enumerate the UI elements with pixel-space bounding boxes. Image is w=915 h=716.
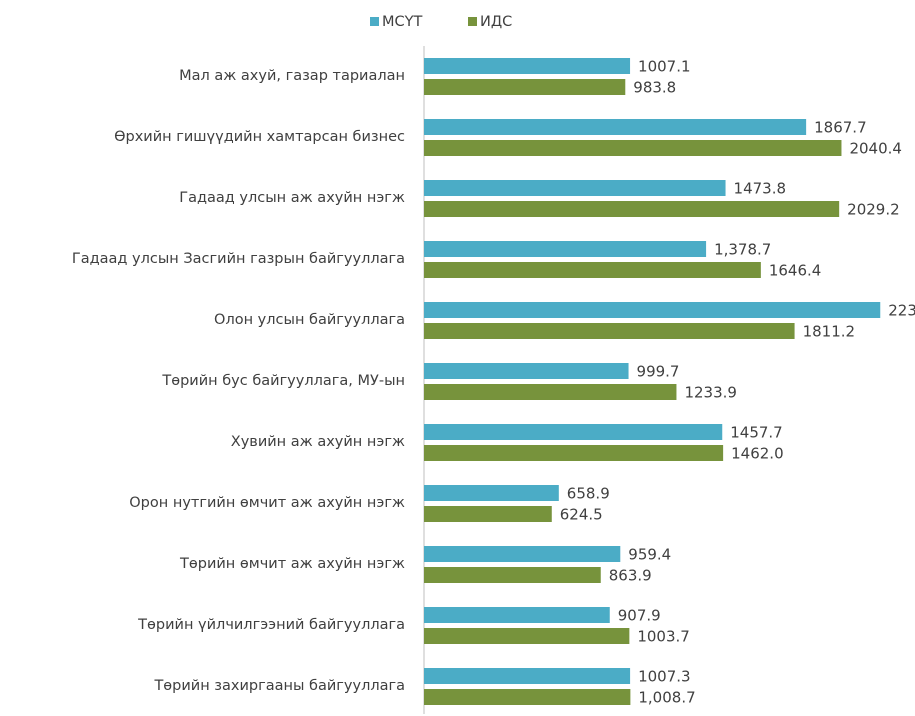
bar — [424, 180, 726, 196]
value-label: 1007.1 — [638, 58, 691, 76]
bar — [424, 241, 707, 257]
bar — [424, 689, 631, 705]
legend-label: ИДС — [480, 14, 512, 30]
bar — [424, 58, 631, 74]
value-label: 2040.4 — [849, 140, 902, 158]
bar — [424, 628, 630, 644]
value-label: 1473.8 — [734, 180, 787, 198]
bar — [424, 79, 626, 95]
bar — [424, 445, 724, 461]
value-label: 1,378.7 — [714, 241, 771, 259]
bar — [424, 424, 723, 440]
bar — [424, 607, 610, 623]
legend-label: МСҮТ — [382, 14, 422, 30]
value-label: 959.4 — [628, 546, 671, 564]
category-label: Гадаад улсын Засгийн газрын байгууллага — [72, 251, 405, 267]
value-label: 1,008.7 — [638, 689, 695, 707]
category-label: Төрийн бус байгууллага, МУ-ын — [161, 373, 405, 389]
bar — [424, 323, 795, 339]
value-label: 658.9 — [567, 485, 610, 503]
legend-swatch — [468, 17, 477, 26]
category-label: Төрийн өмчит аж ахуйн нэгж — [179, 556, 405, 572]
value-label: 1462.0 — [731, 445, 784, 463]
value-label: 1646.4 — [769, 262, 822, 280]
bar — [424, 262, 761, 278]
value-label: 1233.9 — [684, 384, 737, 402]
value-label: 1811.2 — [803, 323, 856, 341]
legend-swatch — [370, 17, 379, 26]
value-label: 1003.7 — [637, 628, 690, 646]
bar — [424, 485, 559, 501]
value-label: 2029.2 — [847, 201, 900, 219]
bar — [424, 363, 629, 379]
bar — [424, 384, 677, 400]
bar — [424, 201, 840, 217]
value-label: 2230 — [888, 302, 915, 320]
value-label: 907.9 — [618, 607, 661, 625]
category-label: Орон нутгийн өмчит аж ахуйн нэгж — [129, 495, 405, 511]
bar — [424, 567, 601, 583]
value-label: 1007.3 — [638, 668, 691, 686]
category-label: Гадаад улсын аж ахуйн нэгж — [179, 190, 405, 206]
value-label: 1867.7 — [814, 119, 867, 137]
category-label: Төрийн захиргааны байгууллага — [153, 678, 405, 694]
bar — [424, 302, 881, 318]
category-label: Олон улсын байгууллага — [214, 312, 405, 328]
bar — [424, 140, 842, 156]
bar — [424, 119, 807, 135]
value-label: 863.9 — [609, 567, 652, 585]
category-label: Хувийн аж ахуйн нэгж — [231, 434, 405, 450]
bar — [424, 668, 631, 684]
category-label: Төрийн үйлчилгээний байгууллага — [137, 617, 405, 633]
value-label: 983.8 — [633, 79, 676, 97]
value-label: 999.7 — [637, 363, 680, 381]
category-label: Мал аж ахуй, газар тариалан — [179, 68, 405, 84]
value-label: 1457.7 — [730, 424, 783, 442]
bar — [424, 506, 552, 522]
category-label: Өрхийн гишүүдийн хамтарсан бизнес — [114, 129, 405, 145]
value-label: 624.5 — [560, 506, 603, 524]
bar — [424, 546, 621, 562]
